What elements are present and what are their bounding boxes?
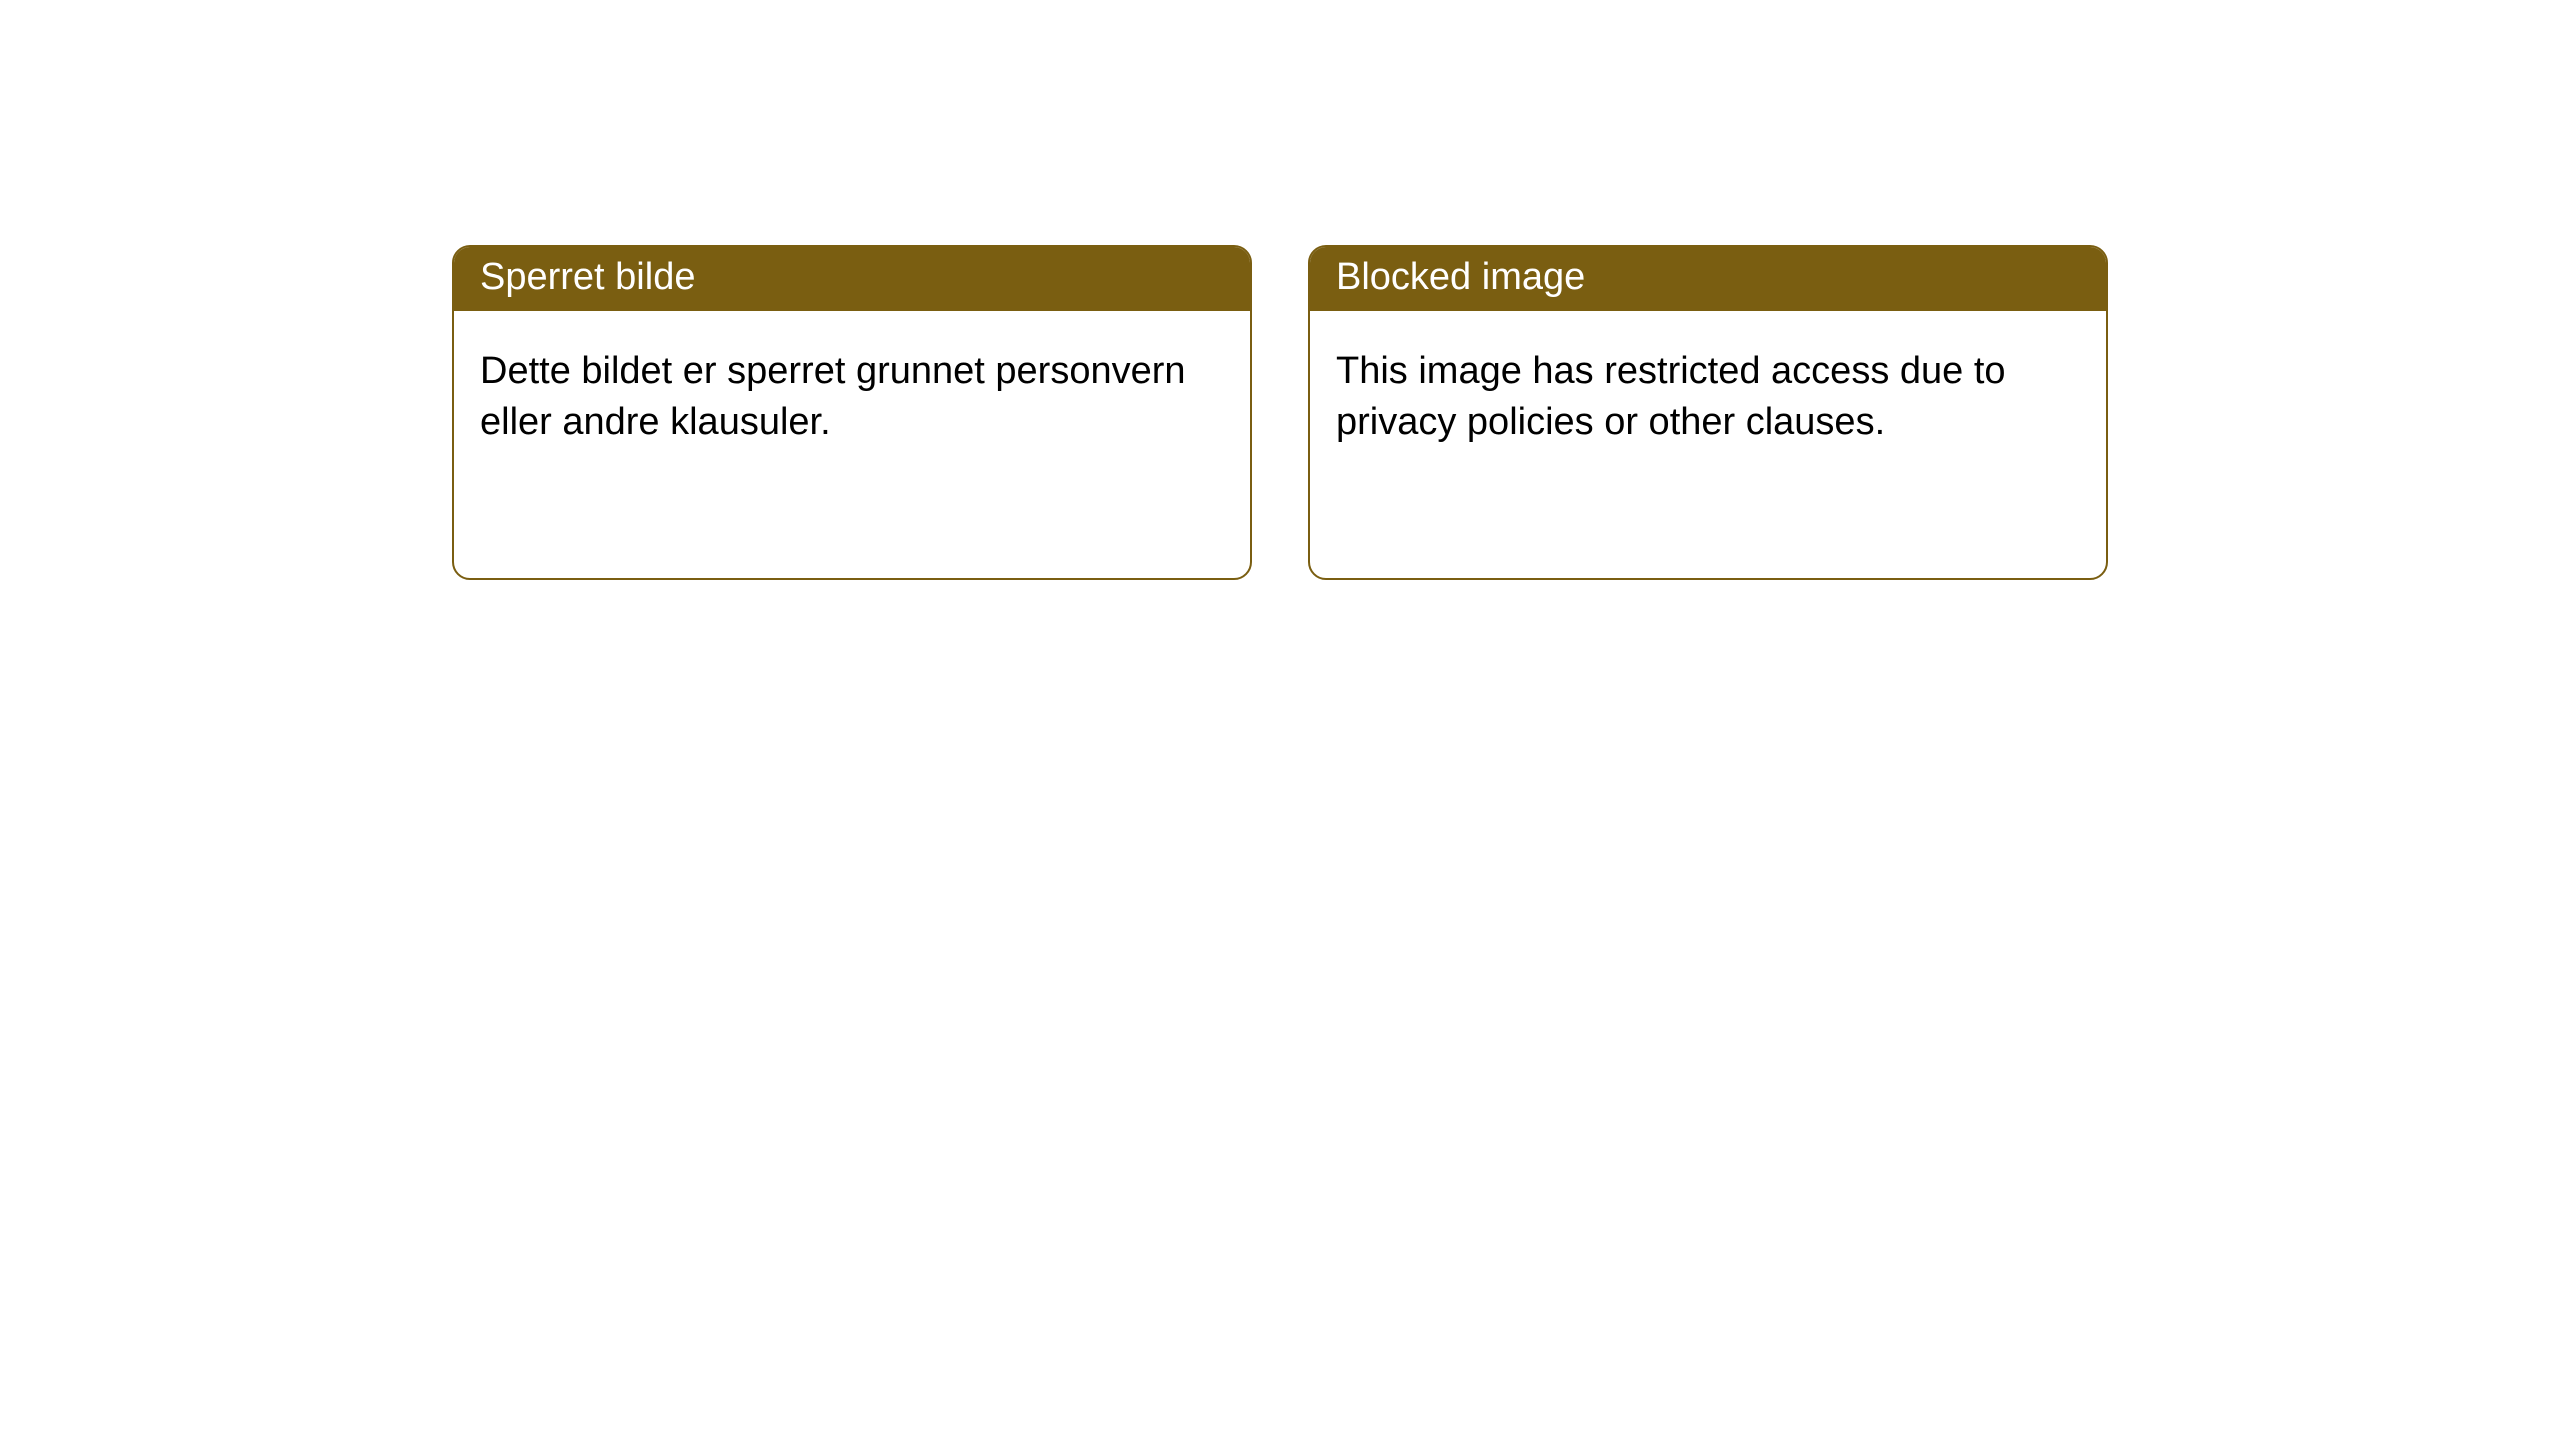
blocked-image-card-en: Blocked image This image has restricted … xyxy=(1308,245,2108,580)
blocked-image-card-no: Sperret bilde Dette bildet er sperret gr… xyxy=(452,245,1252,580)
notice-container: Sperret bilde Dette bildet er sperret gr… xyxy=(0,0,2560,580)
card-title: Sperret bilde xyxy=(454,247,1250,311)
card-title: Blocked image xyxy=(1310,247,2106,311)
card-body: This image has restricted access due to … xyxy=(1310,311,2106,475)
card-body: Dette bildet er sperret grunnet personve… xyxy=(454,311,1250,475)
